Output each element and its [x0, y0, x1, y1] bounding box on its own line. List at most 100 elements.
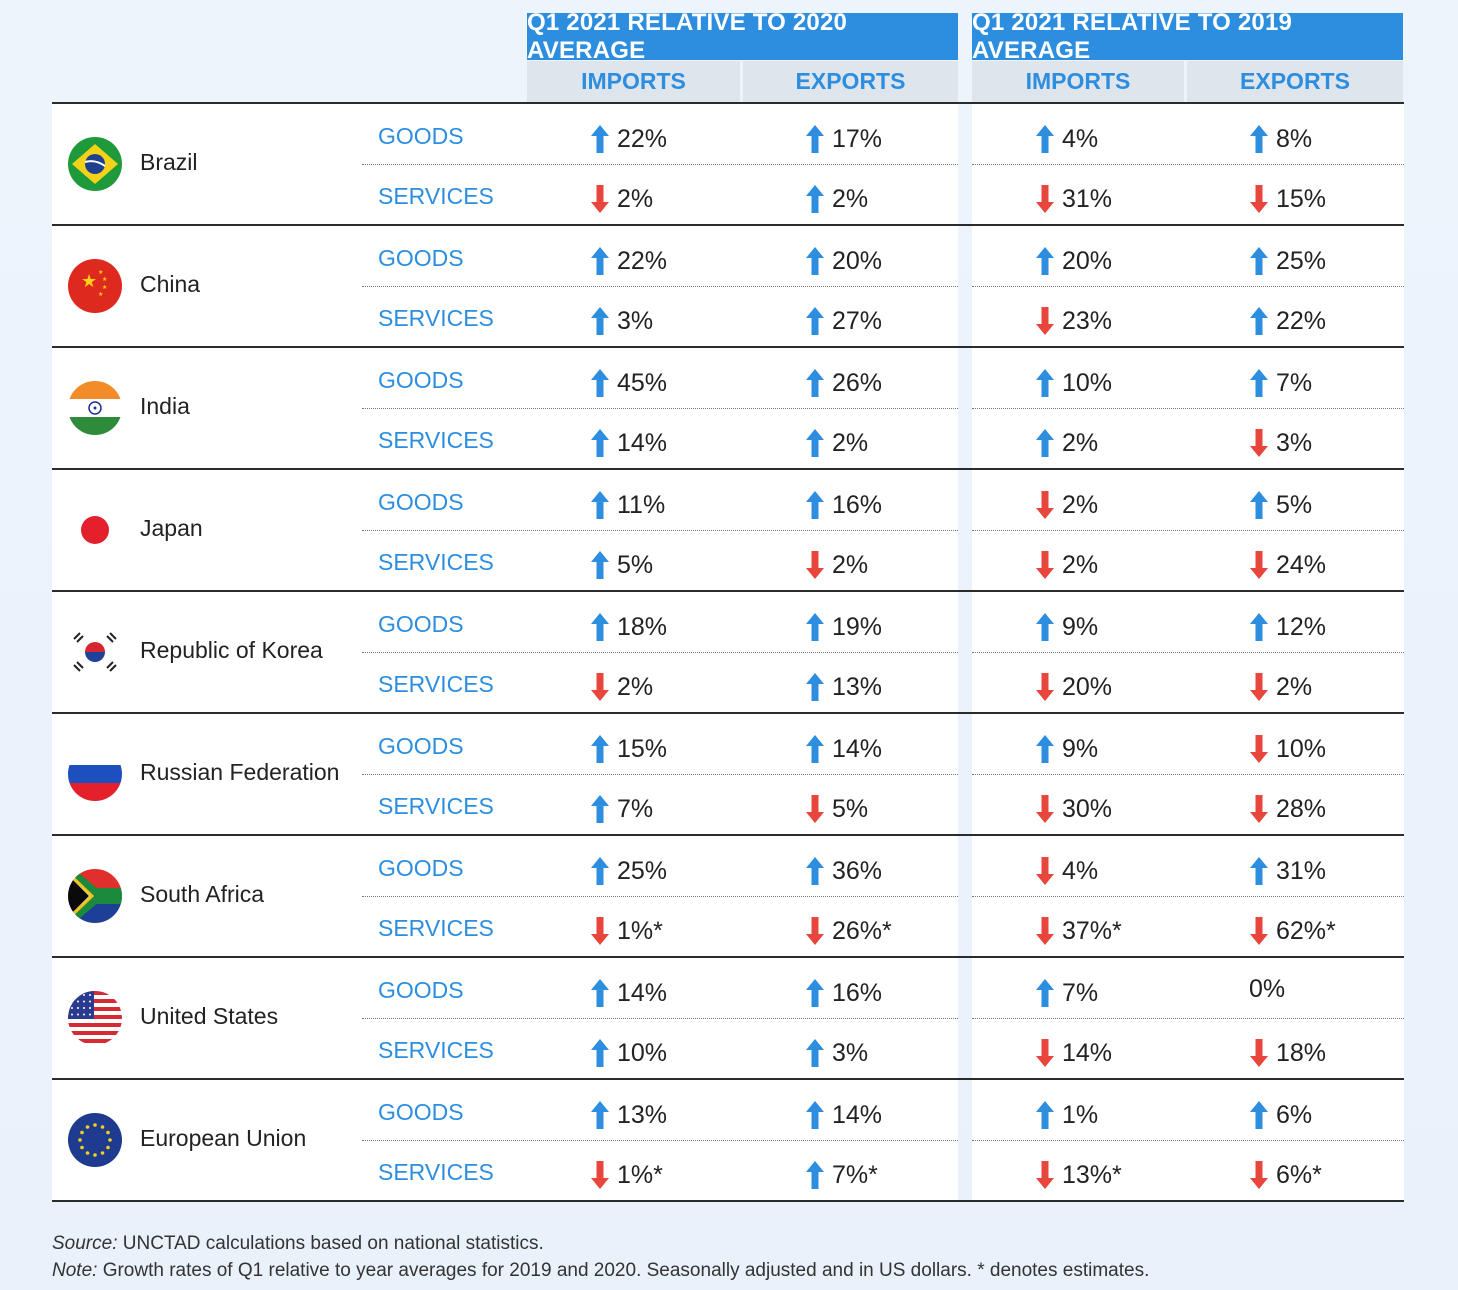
dotted-separator [362, 1140, 958, 1141]
up-arrow-icon [590, 856, 610, 886]
value-text: 9% [1062, 612, 1099, 641]
up-arrow-icon [590, 124, 610, 154]
source-text: UNCTAD calculations based on national st… [117, 1233, 544, 1254]
value-cell: 37%* [1035, 915, 1122, 947]
value-cell: 14% [805, 1099, 882, 1131]
value-cell: 16% [805, 489, 882, 521]
down-arrow-icon [805, 550, 825, 580]
up-arrow-icon [1249, 246, 1269, 276]
value-cell: 4% [1035, 855, 1098, 887]
down-arrow-icon [1035, 490, 1055, 520]
value-cell: 6%* [1249, 1159, 1322, 1191]
up-arrow-icon [590, 734, 610, 764]
value-text: 20% [832, 246, 883, 275]
value-cell: 10% [1035, 367, 1112, 399]
value-text: 15% [1276, 184, 1327, 213]
up-arrow-icon [590, 1038, 610, 1068]
up-arrow-icon [1035, 124, 1055, 154]
svg-text:★: ★ [102, 276, 107, 283]
up-arrow-icon [1249, 856, 1269, 886]
category-goods: GOODS [378, 733, 464, 759]
value-cell: 22% [590, 123, 667, 155]
value-text: 13%* [1062, 1160, 1122, 1189]
up-arrow-icon [1035, 368, 1055, 398]
value-text: 26%* [832, 916, 892, 945]
up-arrow-icon [805, 856, 825, 886]
up-arrow-icon [805, 734, 825, 764]
svg-text:★: ★ [98, 269, 103, 276]
dotted-separator [362, 652, 958, 653]
up-arrow-icon [1249, 1100, 1269, 1130]
value-text: 7% [1276, 368, 1313, 397]
up-arrow-icon [590, 550, 610, 580]
dotted-separator [362, 286, 958, 287]
value-text: 22% [617, 124, 668, 153]
value-text: 7%* [832, 1160, 878, 1189]
value-text: 20% [1062, 246, 1113, 275]
value-text: 20% [1062, 672, 1113, 701]
up-arrow-icon [1249, 368, 1269, 398]
value-text: 1% [1062, 1100, 1099, 1129]
up-arrow-icon [1035, 978, 1055, 1008]
up-arrow-icon [805, 1038, 825, 1068]
up-arrow-icon [805, 1160, 825, 1190]
value-text: 14% [617, 428, 668, 457]
up-arrow-icon [805, 612, 825, 642]
category-services: SERVICES [378, 1159, 494, 1185]
value-text: 13% [617, 1100, 668, 1129]
value-cell: 17% [805, 123, 882, 155]
value-cell: 14% [590, 977, 667, 1009]
value-text: 2% [832, 428, 869, 457]
up-arrow-icon [1035, 246, 1055, 276]
up-arrow-icon [805, 1100, 825, 1130]
value-cell: 27% [805, 305, 882, 337]
category-services: SERVICES [378, 1037, 494, 1063]
down-arrow-icon [1249, 550, 1269, 580]
row-divider [52, 468, 1404, 470]
us-flag-icon [68, 991, 122, 1045]
down-arrow-icon [1035, 916, 1055, 946]
down-arrow-icon [590, 1160, 610, 1190]
dotted-separator [972, 774, 1404, 775]
dotted-separator [972, 1140, 1404, 1141]
down-arrow-icon [1035, 1038, 1055, 1068]
dotted-separator [972, 652, 1404, 653]
country-name: South Africa [140, 881, 265, 907]
brazil-flag-icon [68, 137, 122, 191]
down-arrow-icon [1249, 734, 1269, 764]
value-text: 14% [1062, 1038, 1113, 1067]
category-services: SERVICES [378, 305, 494, 331]
russia-flag-icon [68, 747, 122, 801]
value-cell: 26% [805, 367, 882, 399]
value-text: 22% [617, 246, 668, 275]
value-text: 1%* [617, 1160, 663, 1189]
up-arrow-icon [1249, 124, 1269, 154]
value-cell: 8% [1249, 123, 1312, 155]
value-text: 3% [617, 306, 654, 335]
value-text: 10% [617, 1038, 668, 1067]
value-cell: 20% [805, 245, 882, 277]
value-cell: 19% [805, 611, 882, 643]
value-text: 4% [1062, 124, 1099, 153]
value-text: 10% [1062, 368, 1113, 397]
value-text: 45% [617, 368, 668, 397]
source-label: Source: [52, 1233, 118, 1254]
down-arrow-icon [1035, 856, 1055, 886]
country-name: China [140, 271, 201, 297]
down-arrow-icon [1035, 794, 1055, 824]
category-services: SERVICES [378, 549, 494, 575]
category-services: SERVICES [378, 427, 494, 453]
up-arrow-icon [805, 184, 825, 214]
value-cell: 25% [590, 855, 667, 887]
value-cell: 5% [590, 549, 653, 581]
value-text: 2% [1062, 490, 1099, 519]
value-cell: 7% [1035, 977, 1098, 1009]
value-cell: 22% [1249, 305, 1326, 337]
value-text: 3% [832, 1038, 869, 1067]
value-cell: 25% [1249, 245, 1326, 277]
row-divider [52, 224, 1404, 226]
up-arrow-icon [805, 306, 825, 336]
dotted-separator [362, 408, 958, 409]
row-divider [52, 834, 1404, 836]
value-cell: 20% [1035, 245, 1112, 277]
